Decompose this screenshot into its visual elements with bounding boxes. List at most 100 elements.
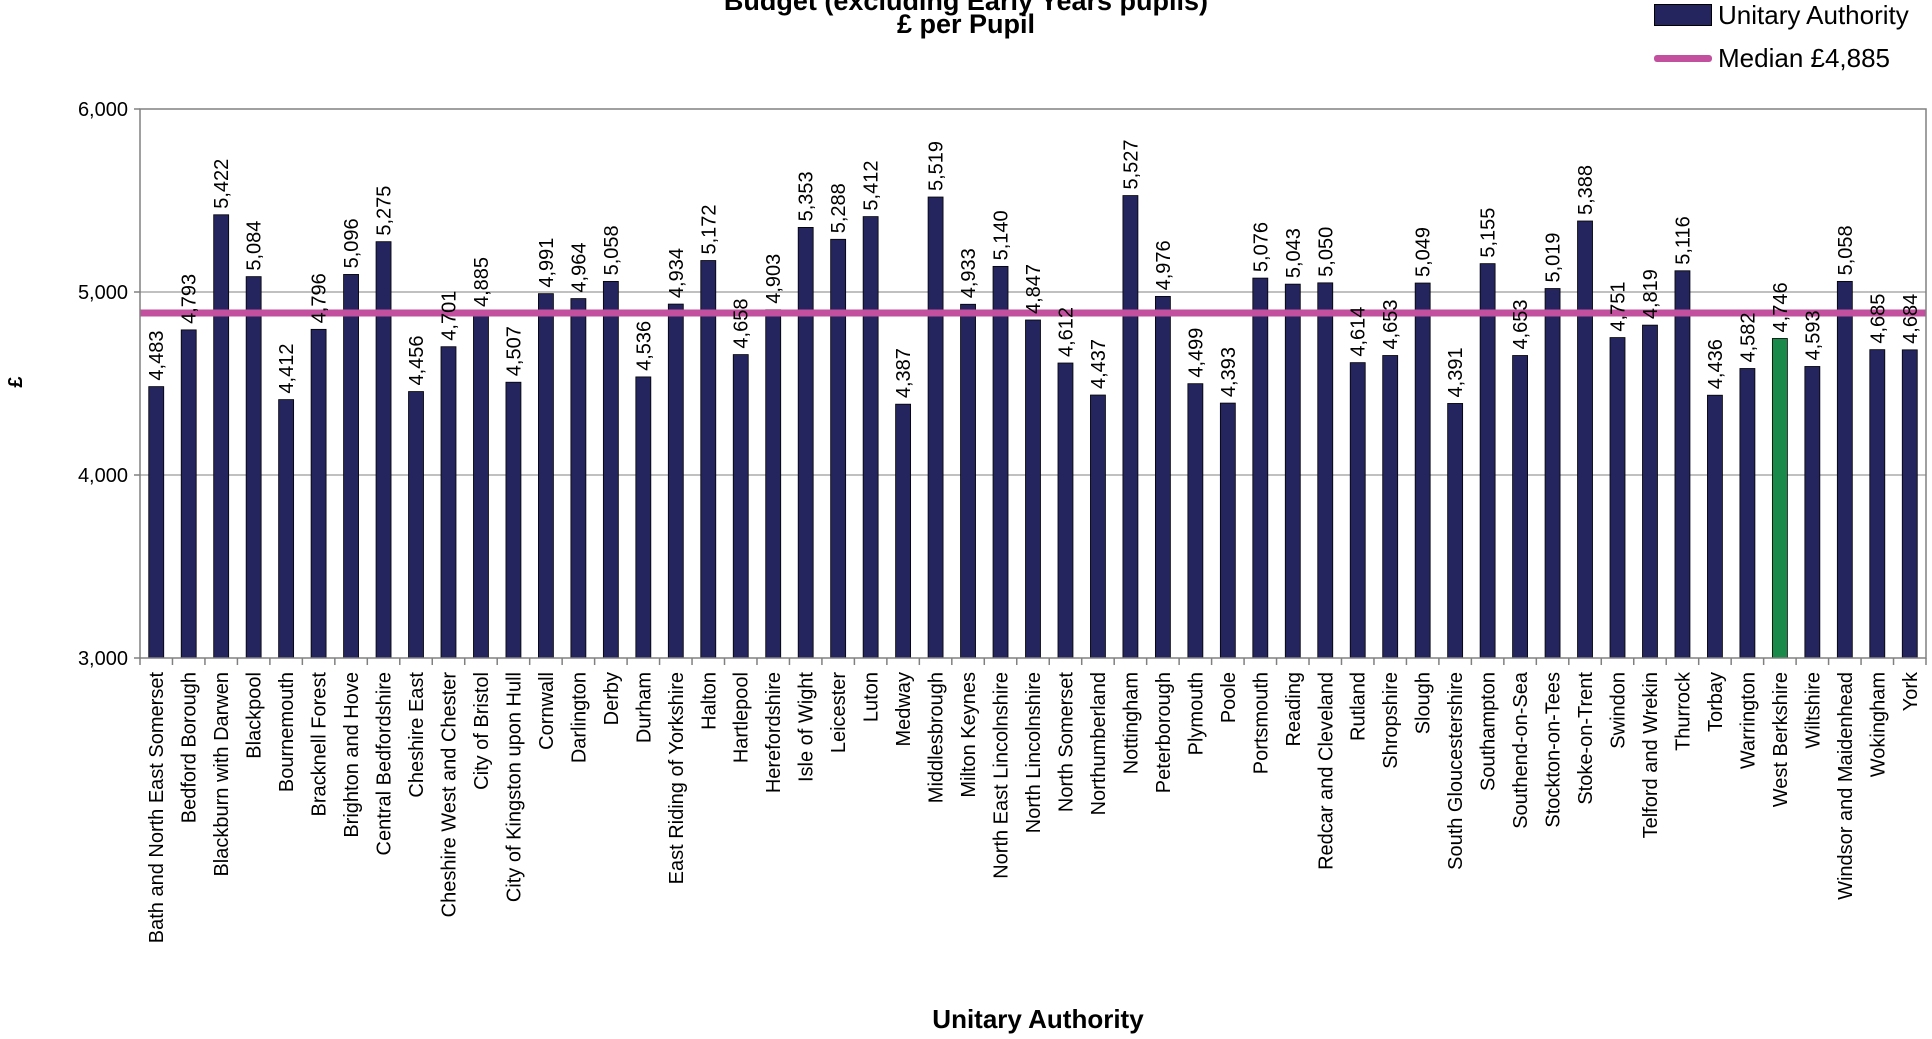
category-label: Hartlepool bbox=[731, 672, 753, 763]
value-label: 4,393 bbox=[1218, 347, 1240, 397]
bar bbox=[992, 265, 1009, 659]
value-label: 5,353 bbox=[796, 171, 818, 221]
bar bbox=[1252, 277, 1269, 659]
category-label: Slough bbox=[1413, 672, 1435, 734]
bar bbox=[505, 381, 522, 659]
bar bbox=[862, 216, 879, 659]
bar bbox=[602, 280, 619, 659]
axes: 3,000 4,000 5,000 6,000 bbox=[78, 99, 1927, 670]
value-label: 5,172 bbox=[698, 204, 720, 254]
value-label: 4,746 bbox=[1770, 282, 1792, 332]
bar bbox=[1057, 362, 1074, 659]
bar bbox=[245, 276, 262, 659]
category-label: Milton Keynes bbox=[958, 672, 980, 798]
category-label: South Gloucestershire bbox=[1445, 672, 1467, 870]
bar bbox=[538, 293, 554, 659]
value-label: 5,519 bbox=[926, 141, 948, 191]
bar bbox=[1739, 368, 1756, 659]
category-label: West Berkshire bbox=[1770, 672, 1792, 807]
category-label: City of Kingston upon Hull bbox=[503, 672, 525, 902]
y-tick-label: 5,000 bbox=[78, 282, 128, 304]
bar bbox=[1544, 288, 1561, 659]
value-label: 5,412 bbox=[861, 161, 883, 211]
value-label: 4,483 bbox=[146, 331, 168, 381]
category-label: North East Lincolnshire bbox=[991, 672, 1013, 879]
category-label: Redcar and Cleveland bbox=[1315, 672, 1337, 870]
category-label: Stockton-on-Tees bbox=[1543, 672, 1565, 828]
category-label: Nottingham bbox=[1120, 672, 1142, 774]
legend-median-swatch bbox=[1654, 54, 1712, 62]
category-label: Torbay bbox=[1705, 672, 1727, 732]
bar bbox=[927, 196, 944, 659]
category-label: Windsor and Maidenhead bbox=[1835, 672, 1857, 900]
bar bbox=[1382, 355, 1399, 659]
value-label: 4,964 bbox=[568, 243, 590, 293]
bar bbox=[1642, 324, 1658, 659]
category-label: Bedford Borough bbox=[179, 672, 201, 823]
value-label: 5,084 bbox=[244, 221, 266, 271]
plot-frame bbox=[139, 108, 1927, 659]
category-label: Plymouth bbox=[1185, 672, 1207, 755]
bar bbox=[765, 309, 782, 659]
bar bbox=[1090, 394, 1106, 659]
category-label: Luton bbox=[861, 672, 883, 722]
value-label: 5,140 bbox=[991, 210, 1013, 260]
y-tick-label: 3,000 bbox=[78, 648, 128, 670]
value-label: 4,582 bbox=[1737, 312, 1759, 362]
value-label: 5,288 bbox=[828, 183, 850, 233]
bar bbox=[1414, 282, 1431, 659]
value-label: 5,058 bbox=[1835, 225, 1857, 275]
legend-bar-label: Unitary Authority bbox=[1718, 0, 1909, 30]
value-label: 4,933 bbox=[958, 248, 980, 298]
bar bbox=[1869, 349, 1886, 659]
value-label: 4,658 bbox=[731, 299, 753, 349]
category-label: Shropshire bbox=[1380, 672, 1402, 769]
bar bbox=[310, 328, 327, 659]
bar bbox=[180, 329, 197, 659]
bar bbox=[895, 403, 912, 659]
category-label: City of Bristol bbox=[471, 672, 493, 790]
value-label: 4,612 bbox=[1055, 307, 1077, 357]
bar bbox=[408, 391, 424, 659]
x-axis-label: Unitary Authority bbox=[932, 1004, 1144, 1034]
bar bbox=[1479, 263, 1496, 659]
bar bbox=[732, 354, 749, 659]
category-label: North Somerset bbox=[1055, 672, 1077, 812]
bar bbox=[1154, 295, 1171, 659]
category-label: Peterborough bbox=[1153, 672, 1175, 793]
value-label: 4,387 bbox=[893, 348, 915, 398]
legend-median-label: Median £4,885 bbox=[1718, 42, 1891, 73]
chart-title: Budget (excluding Early Years pupils) bbox=[723, 0, 1209, 16]
bar bbox=[960, 303, 976, 659]
category-label: Cheshire East bbox=[406, 672, 428, 798]
legend-item-bars: Unitary Authority bbox=[1654, 0, 1909, 35]
category-label: Telford and Wrekin bbox=[1640, 672, 1662, 838]
legend-item-median: Median £4,885 bbox=[1654, 38, 1890, 78]
category-label: Leicester bbox=[828, 672, 850, 753]
bar bbox=[1187, 383, 1204, 659]
category-label: Reading bbox=[1283, 672, 1305, 747]
category-label: Warrington bbox=[1737, 672, 1759, 769]
category-label: Cornwall bbox=[536, 672, 558, 750]
category-label: Rutland bbox=[1348, 672, 1370, 741]
bar bbox=[1219, 402, 1236, 659]
bar bbox=[1284, 283, 1301, 659]
category-label: Central Bedfordshire bbox=[374, 672, 396, 855]
bar bbox=[797, 227, 814, 659]
value-label: 4,701 bbox=[438, 291, 460, 341]
value-label: 5,050 bbox=[1315, 227, 1337, 277]
value-label: 5,043 bbox=[1283, 228, 1305, 278]
value-label: 4,793 bbox=[179, 274, 201, 324]
value-label: 4,903 bbox=[763, 254, 785, 304]
bar bbox=[1707, 394, 1723, 659]
category-label: Halton bbox=[698, 672, 720, 730]
value-label: 5,388 bbox=[1575, 165, 1597, 215]
y-tick-label: 4,000 bbox=[78, 465, 128, 487]
category-label: Bournemouth bbox=[276, 672, 298, 792]
y-axis-label: £ bbox=[5, 376, 27, 387]
category-label: Darlington bbox=[568, 672, 590, 763]
value-label: 5,527 bbox=[1120, 139, 1142, 189]
category-label: North Lincolnshire bbox=[1023, 672, 1045, 833]
value-label: 5,076 bbox=[1250, 222, 1272, 272]
category-label: Wokingham bbox=[1867, 672, 1889, 777]
